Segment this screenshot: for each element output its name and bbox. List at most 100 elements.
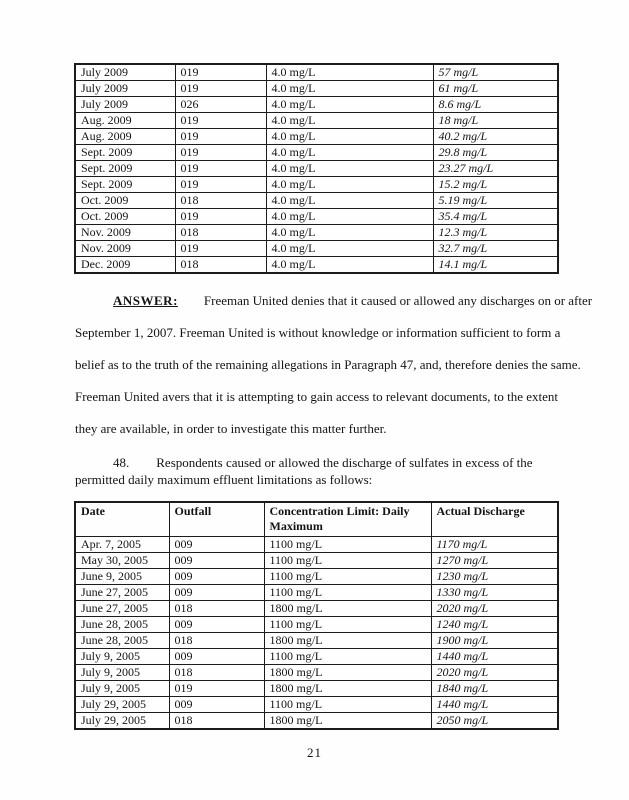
cell-date: Sept. 2009 — [74, 176, 176, 193]
table-row: Oct. 2009 019 4.0 mg/L 35.4 mg/L — [74, 208, 559, 225]
cell-outfall: 018 — [168, 664, 265, 681]
cell-actual-discharge: 1440 mg/L — [430, 696, 559, 713]
cell-actual-discharge: 23.27 mg/L — [432, 160, 559, 177]
cell-actual-discharge: 1900 mg/L — [430, 632, 559, 649]
answer-line: they are available, in order to investig… — [75, 421, 387, 436]
table-row: Dec. 2009 018 4.0 mg/L 14.1 mg/L — [74, 256, 559, 274]
cell-limit: 4.0 mg/L — [265, 192, 434, 209]
table-row: Apr. 7, 2005 009 1100 mg/L 1170 mg/L — [74, 536, 559, 553]
cell-actual-discharge: 15.2 mg/L — [432, 176, 559, 193]
cell-actual-discharge: 57 mg/L — [432, 63, 559, 81]
cell-date: Aug. 2009 — [74, 112, 176, 129]
cell-date: July 29, 2005 — [74, 696, 170, 713]
cell-limit: 1100 mg/L — [263, 536, 432, 553]
table-row: Nov. 2009 019 4.0 mg/L 32.7 mg/L — [74, 240, 559, 257]
cell-outfall: 019 — [174, 240, 267, 257]
cell-outfall: 019 — [174, 63, 267, 81]
cell-limit: 4.0 mg/L — [265, 96, 434, 113]
table-row: Sept. 2009 019 4.0 mg/L 15.2 mg/L — [74, 176, 559, 193]
paragraph-48-line: 48. Respondents caused or allowed the dis… — [75, 454, 567, 471]
cell-date: July 9, 2005 — [74, 664, 170, 681]
effluent-table-2009-body: July 2009 019 4.0 mg/L 57 mg/L July 2009… — [74, 63, 559, 274]
cell-limit: 4.0 mg/L — [265, 160, 434, 177]
cell-actual-discharge: 1440 mg/L — [430, 648, 559, 665]
table-row: July 29, 2005 018 1800 mg/L 2050 mg/L — [74, 712, 559, 730]
cell-limit: 4.0 mg/L — [265, 112, 434, 129]
cell-actual-discharge: 1840 mg/L — [430, 680, 559, 697]
cell-actual-discharge: 1330 mg/L — [430, 584, 559, 601]
cell-actual-discharge: 35.4 mg/L — [432, 208, 559, 225]
answer-line-text: Freeman United denies that it caused or … — [203, 293, 593, 308]
cell-actual-discharge: 14.1 mg/L — [432, 256, 559, 274]
cell-actual-discharge: 2050 mg/L — [430, 712, 559, 730]
cell-limit: 1800 mg/L — [263, 600, 432, 617]
cell-limit: 1800 mg/L — [263, 632, 432, 649]
cell-date: Dec. 2009 — [74, 256, 176, 274]
cell-date: Aug. 2009 — [74, 128, 176, 145]
table-row: Aug. 2009 019 4.0 mg/L 40.2 mg/L — [74, 128, 559, 145]
cell-outfall: 009 — [168, 568, 265, 585]
cell-actual-discharge: 12.3 mg/L — [432, 224, 559, 241]
cell-limit: 4.0 mg/L — [265, 80, 434, 97]
table-row: July 29, 2005 009 1100 mg/L 1440 mg/L — [74, 696, 559, 713]
cell-outfall: 019 — [168, 680, 265, 697]
answer-line: belief as to the truth of the remaining … — [75, 357, 581, 372]
cell-outfall: 009 — [168, 552, 265, 569]
cell-outfall: 019 — [174, 128, 267, 145]
cell-actual-discharge: 1230 mg/L — [430, 568, 559, 585]
answer-paragraph: ANSWER: Freeman United denies that it cau… — [75, 285, 592, 445]
header-concentration-limit: Concentration Limit: Daily Maximum — [263, 501, 432, 537]
cell-outfall: 018 — [168, 632, 265, 649]
cell-outfall: 009 — [168, 648, 265, 665]
header-outfall: Outfall — [168, 501, 265, 537]
table-row: July 2009 019 4.0 mg/L 61 mg/L — [74, 80, 559, 97]
cell-outfall: 019 — [174, 80, 267, 97]
cell-outfall: 009 — [168, 616, 265, 633]
cell-limit: 4.0 mg/L — [265, 256, 434, 274]
cell-date: July 2009 — [74, 63, 176, 81]
cell-actual-discharge: 1240 mg/L — [430, 616, 559, 633]
cell-limit: 4.0 mg/L — [265, 63, 434, 81]
paragraph-number: 48. — [113, 455, 130, 470]
cell-outfall: 018 — [174, 192, 267, 209]
table-row: July 2009 019 4.0 mg/L 57 mg/L — [74, 63, 559, 81]
table-row: June 27, 2005 009 1100 mg/L 1330 mg/L — [74, 584, 559, 601]
cell-date: Sept. 2009 — [74, 160, 176, 177]
cell-actual-discharge: 2020 mg/L — [430, 664, 559, 681]
header-date: Date — [74, 501, 170, 537]
cell-actual-discharge: 1170 mg/L — [430, 536, 559, 553]
cell-date: July 2009 — [74, 80, 176, 97]
cell-limit: 4.0 mg/L — [265, 176, 434, 193]
table-row: July 9, 2005 018 1800 mg/L 2020 mg/L — [74, 664, 559, 681]
cell-date: June 28, 2005 — [74, 632, 170, 649]
cell-actual-discharge: 1270 mg/L — [430, 552, 559, 569]
table-row: July 2009 026 4.0 mg/L 8.6 mg/L — [74, 96, 559, 113]
paragraph-48-text: Respondents caused or allowed the discha… — [156, 455, 533, 470]
cell-actual-discharge: 40.2 mg/L — [432, 128, 559, 145]
cell-actual-discharge: 29.8 mg/L — [432, 144, 559, 161]
page-number: 21 — [307, 745, 322, 760]
cell-actual-discharge: 32.7 mg/L — [432, 240, 559, 257]
table-row: July 9, 2005 019 1800 mg/L 1840 mg/L — [74, 680, 559, 697]
cell-actual-discharge: 5.19 mg/L — [432, 192, 559, 209]
cell-limit: 4.0 mg/L — [265, 144, 434, 161]
cell-date: Nov. 2009 — [74, 224, 176, 241]
cell-date: Oct. 2009 — [74, 208, 176, 225]
cell-limit: 4.0 mg/L — [265, 128, 434, 145]
cell-outfall: 019 — [174, 208, 267, 225]
table-row: June 27, 2005 018 1800 mg/L 2020 mg/L — [74, 600, 559, 617]
cell-limit: 1800 mg/L — [263, 680, 432, 697]
cell-date: Apr. 7, 2005 — [74, 536, 170, 553]
cell-limit: 1100 mg/L — [263, 616, 432, 633]
paragraph-48-line: permitted daily maximum effluent limitat… — [75, 472, 373, 487]
table-row: Sept. 2009 019 4.0 mg/L 23.27 mg/L — [74, 160, 559, 177]
cell-outfall: 009 — [168, 584, 265, 601]
cell-date: June 27, 2005 — [74, 584, 170, 601]
cell-date: July 9, 2005 — [74, 648, 170, 665]
table-row: Nov. 2009 018 4.0 mg/L 12.3 mg/L — [74, 224, 559, 241]
cell-limit: 1100 mg/L — [263, 584, 432, 601]
table-row: Oct. 2009 018 4.0 mg/L 5.19 mg/L — [74, 192, 559, 209]
cell-limit: 4.0 mg/L — [265, 240, 434, 257]
table-row: June 9, 2005 009 1100 mg/L 1230 mg/L — [74, 568, 559, 585]
